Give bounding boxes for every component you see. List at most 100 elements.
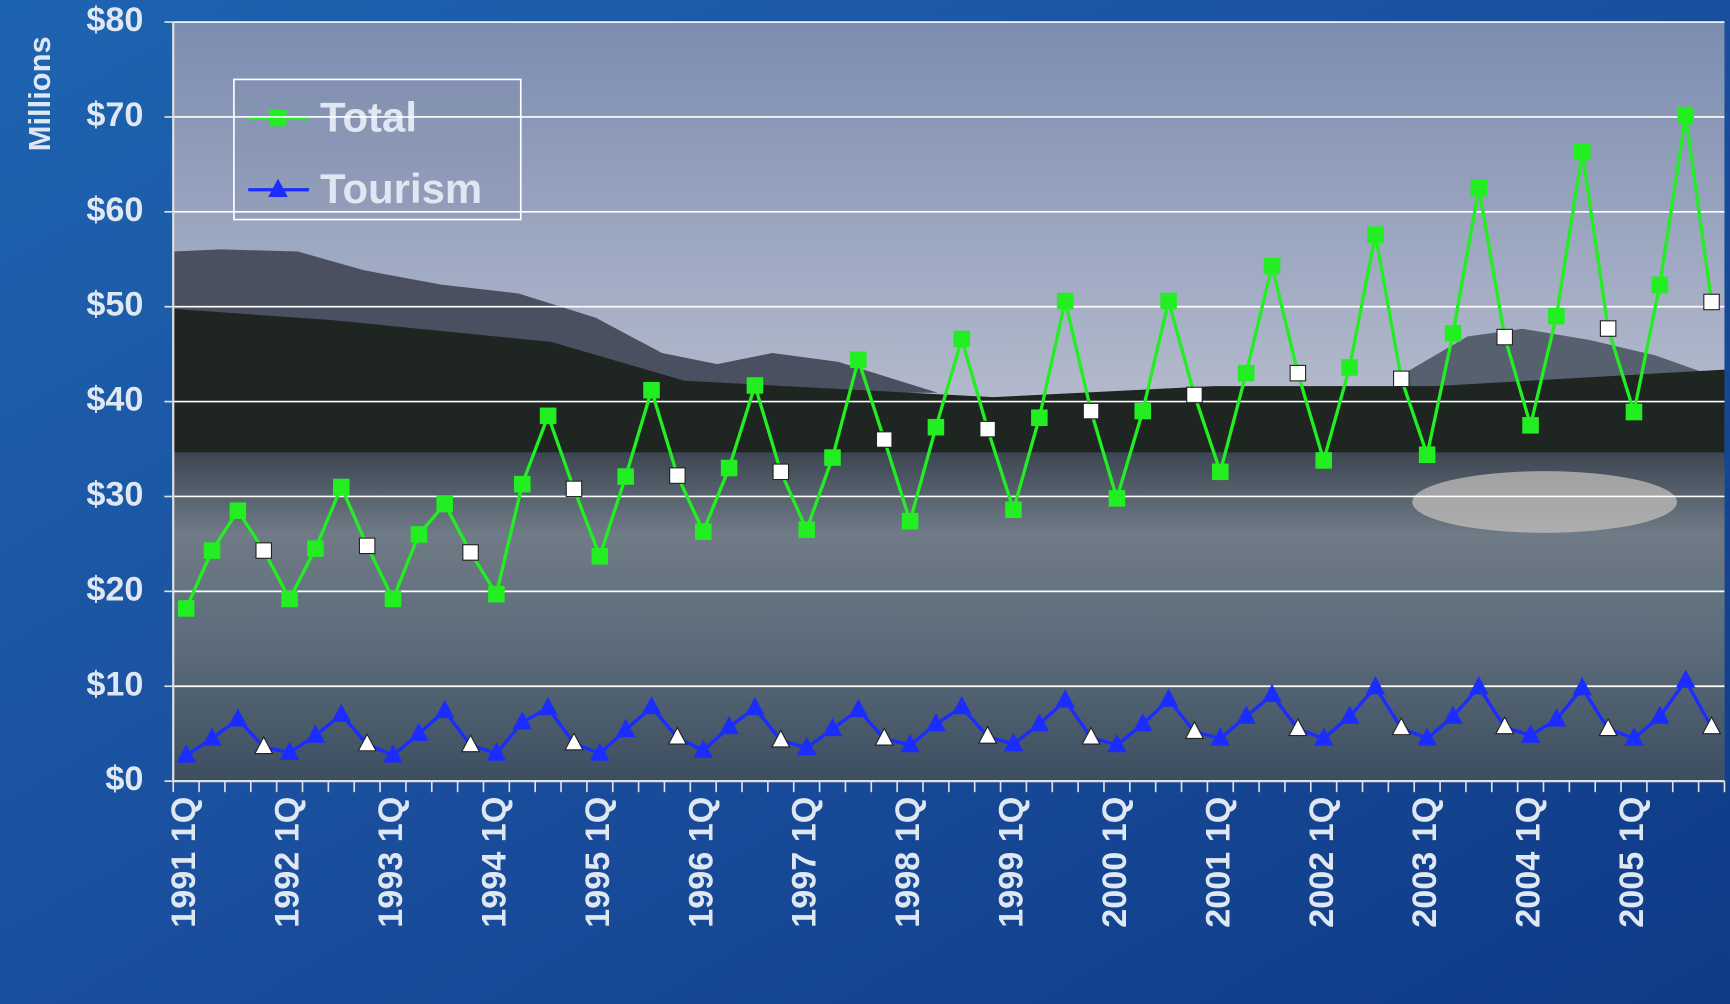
x-tick-label: 1992 1Q <box>269 797 307 928</box>
marker <box>268 178 288 197</box>
marker <box>617 468 634 485</box>
marker <box>176 744 196 763</box>
marker <box>1494 715 1515 735</box>
marker <box>615 718 636 738</box>
marker <box>410 526 428 543</box>
marker <box>434 699 455 719</box>
marker <box>926 713 946 732</box>
marker <box>1598 717 1618 737</box>
marker <box>1470 179 1488 197</box>
marker <box>1365 676 1386 695</box>
x-tick-label: 2000 1Q <box>1096 797 1134 928</box>
y-tick-label: $30 <box>86 476 143 514</box>
marker <box>900 733 920 753</box>
marker <box>1056 292 1074 310</box>
marker <box>229 502 247 519</box>
y-tick-label: $0 <box>105 760 143 798</box>
marker <box>1548 307 1565 325</box>
marker <box>1418 446 1436 464</box>
marker <box>901 512 919 530</box>
marker <box>202 727 222 746</box>
marker <box>1158 688 1179 707</box>
marker <box>1055 689 1075 708</box>
marker <box>486 742 507 761</box>
marker <box>1572 677 1593 696</box>
marker <box>1005 501 1022 519</box>
marker <box>383 744 403 763</box>
marker <box>771 729 791 748</box>
marker <box>333 478 350 496</box>
marker <box>1288 717 1308 737</box>
marker <box>279 741 300 760</box>
marker <box>564 732 584 751</box>
marker <box>1444 325 1462 342</box>
marker <box>281 590 298 608</box>
y-tick-label: $80 <box>86 1 143 39</box>
marker <box>1184 720 1205 739</box>
marker <box>641 696 662 715</box>
marker <box>1625 403 1643 421</box>
marker <box>1443 705 1463 724</box>
marker <box>1677 106 1694 124</box>
marker <box>1520 724 1541 743</box>
marker <box>1212 463 1229 481</box>
marker <box>824 449 841 466</box>
marker <box>253 735 274 755</box>
marker <box>307 540 324 557</box>
marker <box>669 467 686 484</box>
marker <box>436 495 453 513</box>
marker <box>1496 328 1513 346</box>
marker <box>384 590 402 608</box>
marker <box>460 733 481 753</box>
marker <box>850 351 867 369</box>
marker <box>462 544 479 561</box>
marker <box>952 696 972 715</box>
marker <box>228 708 248 727</box>
marker <box>1031 409 1048 427</box>
x-tick-label: 2001 1Q <box>1199 797 1237 928</box>
marker <box>1236 705 1256 724</box>
y-tick-label: $60 <box>86 191 143 229</box>
marker <box>798 521 815 538</box>
marker <box>269 109 287 127</box>
marker <box>1210 727 1231 746</box>
marker <box>667 726 688 745</box>
marker <box>1469 676 1489 695</box>
marker <box>1675 669 1696 688</box>
marker <box>977 725 998 744</box>
marker <box>1108 490 1126 507</box>
marker <box>177 600 195 617</box>
marker <box>694 523 712 540</box>
marker <box>1029 713 1050 732</box>
x-tick-label: 1999 1Q <box>993 797 1031 928</box>
y-tick-label: $70 <box>86 96 143 134</box>
marker <box>1134 402 1152 420</box>
x-tick-label: 1994 1Q <box>475 797 513 928</box>
x-tick-label: 2002 1Q <box>1303 797 1341 928</box>
marker <box>565 480 583 498</box>
marker <box>1624 727 1644 746</box>
marker <box>358 537 376 555</box>
x-tick-label: 1991 1Q <box>165 797 203 928</box>
marker <box>979 420 996 438</box>
marker <box>1289 364 1307 382</box>
marker <box>796 736 817 756</box>
marker <box>693 739 713 758</box>
marker <box>1133 713 1153 732</box>
marker <box>822 717 843 737</box>
x-tick-label: 2005 1Q <box>1613 797 1651 928</box>
marker <box>513 475 531 493</box>
marker <box>1003 733 1024 752</box>
marker <box>409 722 429 741</box>
marker <box>1573 143 1591 161</box>
y-tick-label: $40 <box>86 381 143 419</box>
marker <box>203 542 221 559</box>
y-axis-label: Millions <box>22 36 57 151</box>
marker <box>745 696 765 716</box>
marker <box>1701 715 1722 735</box>
marker <box>927 418 945 436</box>
marker <box>1546 708 1567 727</box>
marker <box>1522 417 1539 434</box>
marker <box>1703 293 1720 311</box>
